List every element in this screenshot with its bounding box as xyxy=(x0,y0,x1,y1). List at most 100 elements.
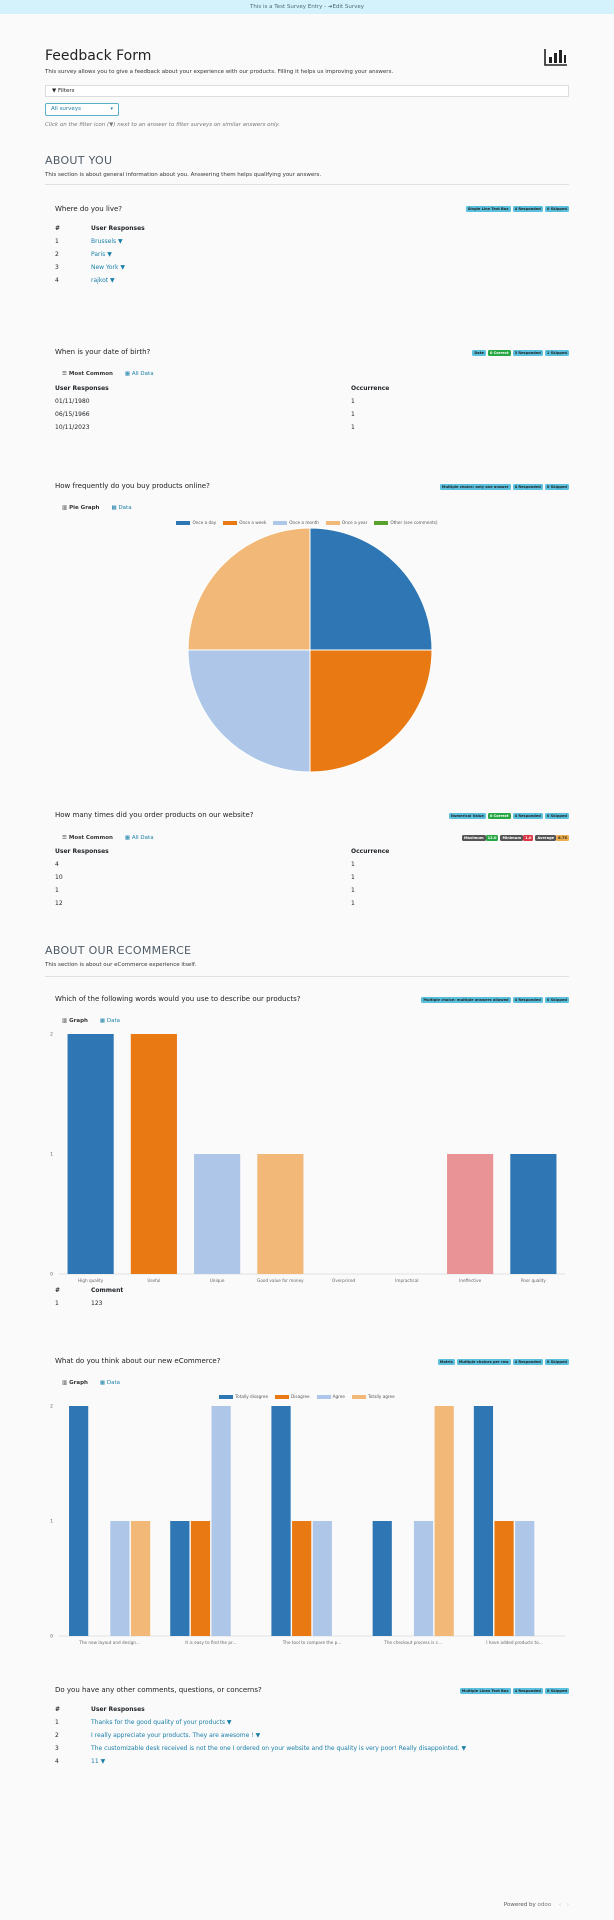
pie-slice xyxy=(187,527,311,651)
test-entry-banner: This is a Test Survey Entry - ➔Edit Surv… xyxy=(0,0,614,14)
bar xyxy=(292,1521,312,1636)
bar xyxy=(271,1406,291,1636)
legend-item[interactable]: Once a week xyxy=(223,520,266,525)
scroll-down-icon[interactable]: › xyxy=(566,1902,569,1908)
type-badge: Multiple choices per row xyxy=(456,1359,511,1365)
bar xyxy=(434,1406,454,1636)
skipped-badge: 1 Skipped xyxy=(544,350,569,356)
section-title: ABOUT YOU xyxy=(45,154,113,167)
table-row: 1 123 xyxy=(55,1300,103,1307)
skipped-badge: 0 Skipped xyxy=(544,1688,569,1694)
legend-item[interactable]: Once a year xyxy=(325,520,367,525)
x-tick-label: I have added products to... xyxy=(486,1640,542,1645)
tab-most-common[interactable]: ☰ Most Common xyxy=(62,835,113,841)
skipped-badge: 0 Skipped xyxy=(544,1359,569,1365)
arrow-icon: ➔ xyxy=(327,4,333,10)
bar xyxy=(473,1406,494,1636)
tab-most-common[interactable]: ☰ Most Common xyxy=(62,371,113,377)
filter-icon[interactable]: ▼ xyxy=(461,1745,467,1752)
divider xyxy=(45,184,569,185)
tab-graph[interactable]: ▥ Graph xyxy=(62,1018,88,1024)
survey-select[interactable]: All surveys ▾ xyxy=(45,103,119,116)
legend-item[interactable]: Once a month xyxy=(273,520,319,525)
question-title: Do you have any other comments, question… xyxy=(55,1686,262,1694)
correct-badge: 0 Correct xyxy=(487,813,511,819)
table-row: 10 1 xyxy=(55,874,355,881)
table-row: 1 Brussels ▼ xyxy=(55,238,123,245)
responded-badge: 4 Responded xyxy=(512,997,543,1003)
response-link[interactable]: The customizable desk received is not th… xyxy=(91,1745,460,1752)
question-badges: Multiple choice: multiple answers allowe… xyxy=(421,997,569,1003)
tab-data[interactable]: ▦ Data xyxy=(99,1380,121,1386)
response-link[interactable]: Brussels xyxy=(91,238,117,245)
correct-badge: 0 Correct xyxy=(487,350,511,356)
question-badges: Date 0 Correct 3 Responded 1 Skipped xyxy=(472,350,569,356)
x-tick-label: Good value for money xyxy=(257,1278,304,1283)
y-tick-label: 1 xyxy=(50,1519,53,1525)
pie-slice xyxy=(309,527,433,651)
type-badge: Date xyxy=(472,350,486,356)
view-tabs: ☰ Most Common ▦ All Data xyxy=(62,835,154,841)
question-title: Where do you live? xyxy=(55,205,123,213)
response-link[interactable]: 11 xyxy=(91,1758,99,1765)
x-tick-label: High quality xyxy=(78,1278,104,1283)
filter-icon[interactable]: ▼ xyxy=(255,1732,261,1739)
bar xyxy=(130,1521,151,1636)
response-link[interactable]: Paris xyxy=(91,251,106,258)
responses-table: # User Responses 1 Thanks for the good qua… xyxy=(55,1703,466,1768)
legend-item[interactable]: Other (see comments) xyxy=(374,520,438,525)
type-badge: Multiple choice: multiple answers allowe… xyxy=(421,997,511,1003)
pie-legend: Once a day Once a week Once a month Once… xyxy=(45,520,569,525)
responded-badge: 4 Responded xyxy=(512,484,543,490)
table-icon: ▦ xyxy=(99,1380,106,1386)
bar xyxy=(170,1521,190,1636)
filters-bar[interactable]: ▼ Filters xyxy=(45,85,569,97)
chart-icon: ▥ xyxy=(62,1380,68,1386)
question-title: Which of the following words would you u… xyxy=(55,995,301,1003)
bar xyxy=(510,1154,557,1274)
question-badges: Single Line Text Box 4 Responded 0 Skipp… xyxy=(465,206,569,212)
x-tick-label: The new layout and design... xyxy=(78,1640,140,1645)
stats-badges: Maximum 12.0 Minimum 1.0 Average 6.75 xyxy=(461,835,569,841)
table-row: 4 11 ▼ xyxy=(55,1758,106,1765)
legend-item[interactable]: Totally disagree xyxy=(219,1394,268,1399)
responded-badge: 4 Responded xyxy=(512,1359,543,1365)
filter-icon[interactable]: ▼ xyxy=(100,1758,106,1765)
filter-icon[interactable]: ▼ xyxy=(110,277,115,284)
edit-survey-link[interactable]: ➔Edit Survey xyxy=(327,4,364,10)
table-row: 12 1 xyxy=(55,900,355,907)
scroll-up-icon[interactable]: ‹ xyxy=(558,1902,562,1908)
tab-data[interactable]: ▦ Data xyxy=(99,1018,121,1024)
pie-chart xyxy=(187,527,433,773)
response-link[interactable]: I really appreciate your products. They … xyxy=(91,1732,254,1739)
tab-pie-graph[interactable]: ▥ Pie Graph xyxy=(62,505,100,511)
response-link[interactable]: rajkot xyxy=(91,277,109,284)
question-title: How frequently do you buy products onlin… xyxy=(55,482,210,490)
filter-icon[interactable]: ▼ xyxy=(120,264,126,271)
tab-data[interactable]: ▦ Data xyxy=(111,505,132,511)
filter-icon[interactable]: ▼ xyxy=(107,251,112,258)
legend-item[interactable]: Totally agree xyxy=(351,1394,395,1399)
tab-all-data[interactable]: ▦ All Data xyxy=(124,835,154,841)
tab-all-data[interactable]: ▦ All Data xyxy=(124,371,154,377)
x-tick-label: Ineffective xyxy=(459,1278,482,1283)
response-link[interactable]: New York xyxy=(91,264,119,271)
response-link[interactable]: Thanks for the good quality of your prod… xyxy=(91,1719,225,1726)
table-row: 10/11/2023 1 xyxy=(55,424,355,431)
bar xyxy=(130,1034,177,1274)
view-tabs: ☰ Most Common ▦ All Data xyxy=(62,371,154,377)
skipped-badge: 0 Skipped xyxy=(544,813,569,819)
legend-item[interactable]: Agree xyxy=(316,1394,345,1399)
table-row: 3 The customizable desk received is not t… xyxy=(55,1745,467,1752)
filter-icon[interactable]: ▼ xyxy=(118,238,123,245)
y-tick-label: 2 xyxy=(50,1404,53,1410)
table-icon: ▦ xyxy=(111,505,117,511)
legend-item[interactable]: Disagree xyxy=(275,1394,310,1399)
table-icon: ▦ xyxy=(124,835,131,841)
skipped-badge: 0 Skipped xyxy=(544,997,569,1003)
filter-icon[interactable]: ▼ xyxy=(226,1719,232,1726)
tab-graph[interactable]: ▥ Graph xyxy=(62,1380,88,1386)
legend-item[interactable]: Once a day xyxy=(176,520,216,525)
question-badges: Multiple Lines Text Box 4 Responded 0 Sk… xyxy=(459,1688,569,1694)
grouped-bar-chart: 0 1 2 The new layout and design... It is eas… xyxy=(50,1404,565,1645)
